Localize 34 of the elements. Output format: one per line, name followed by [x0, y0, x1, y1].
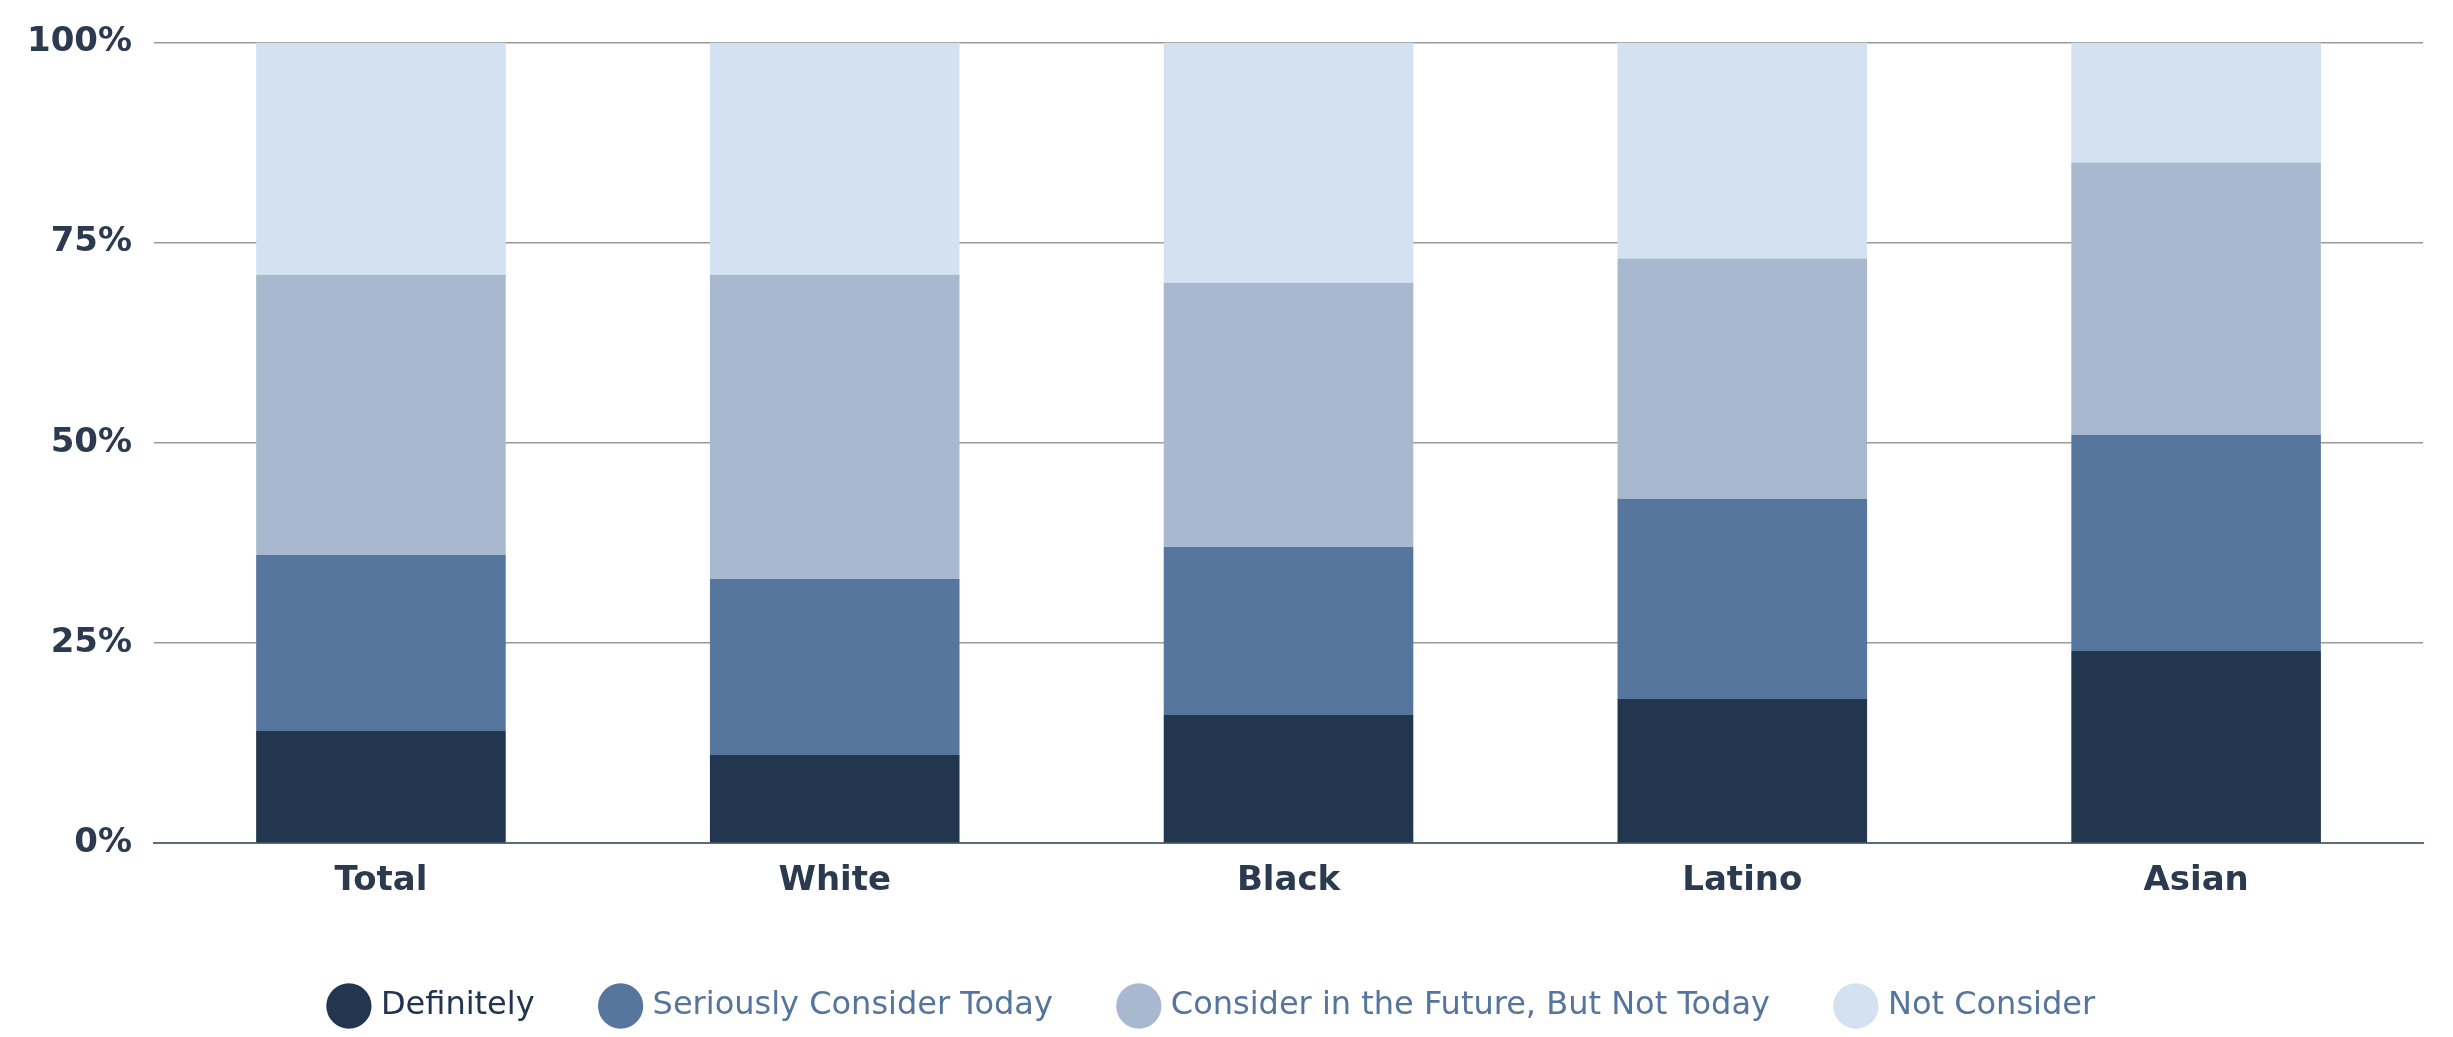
bar	[256, 731, 506, 843]
y-tick-label: 100%	[26, 19, 133, 60]
legend-label: Consider in the Future, But Not Today	[1170, 984, 1770, 1023]
x-tick-label: Black	[1236, 858, 1342, 899]
legend-label: Not Consider	[1887, 984, 2096, 1023]
bar	[1617, 498, 1868, 700]
x-tick-label: Asian	[2143, 858, 2249, 899]
bar	[709, 578, 960, 756]
bar	[709, 274, 960, 579]
bar	[2071, 162, 2321, 435]
legend-label: Definitely	[380, 984, 535, 1023]
x-tick-label: White	[778, 858, 892, 899]
bar	[1163, 282, 1414, 547]
bar	[2071, 434, 2321, 652]
bar	[1163, 42, 1414, 283]
bar	[1163, 546, 1414, 716]
bar	[256, 554, 506, 732]
legend-label: Seriously Consider Today	[652, 984, 1053, 1023]
bar	[1617, 258, 1868, 499]
bar	[1617, 42, 1868, 259]
y-tick-label: 50%	[50, 419, 133, 460]
bar	[1163, 715, 1414, 843]
bar	[256, 274, 506, 555]
bar	[709, 42, 960, 275]
bar	[256, 42, 506, 275]
y-tick-label: 75%	[50, 219, 133, 260]
x-tick-label: Latino	[1682, 858, 1803, 899]
x-tick-label: Total	[334, 858, 428, 899]
y-tick-label: 25%	[50, 619, 133, 660]
bar	[2071, 651, 2321, 843]
bar	[2071, 42, 2321, 163]
bar	[1617, 699, 1868, 843]
bar	[709, 755, 960, 843]
y-tick-label: 0%	[74, 820, 133, 861]
